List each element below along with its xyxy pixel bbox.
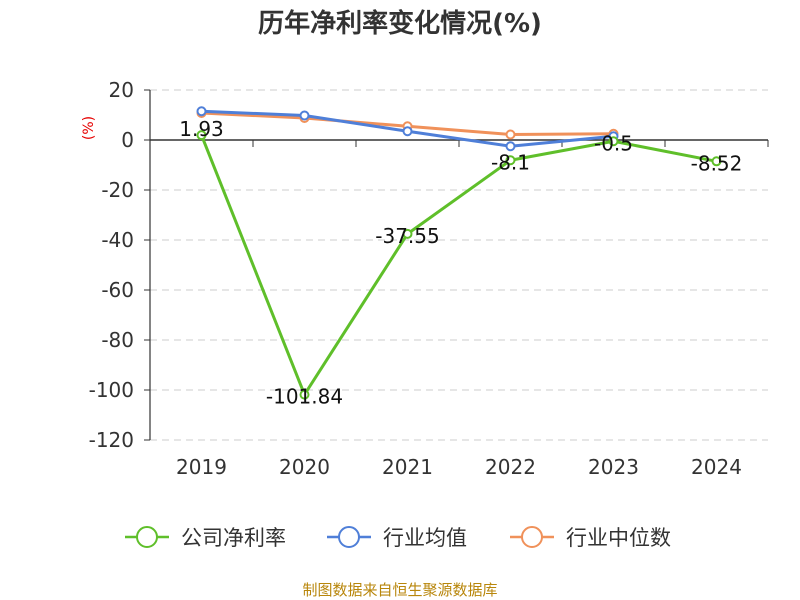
y-tick-label: -100 <box>89 378 134 402</box>
data-label: -37.55 <box>375 224 439 248</box>
legend-marker <box>338 526 360 548</box>
series-line <box>200 133 718 397</box>
x-tick-label: 2019 <box>176 455 227 479</box>
x-tick-label: 2021 <box>382 455 433 479</box>
y-tick-label: -20 <box>101 178 134 202</box>
data-point <box>299 389 310 400</box>
data-label: -8.52 <box>691 151 743 175</box>
data-label: -101.84 <box>266 385 343 409</box>
y-tick-label: -60 <box>101 278 134 302</box>
grid-lines <box>150 89 768 441</box>
legend: 公司净利率 行业均值 行业中位数 <box>125 526 671 550</box>
data-point <box>402 126 413 137</box>
data-point <box>505 129 516 140</box>
y-tick-label: 20 <box>109 78 134 102</box>
legend-marker <box>521 526 543 548</box>
data-point <box>711 156 722 167</box>
data-point <box>505 141 516 152</box>
y-tick-label: 0 <box>121 128 134 152</box>
data-point <box>299 110 310 121</box>
legend-label: 行业均值 <box>383 526 467 550</box>
data-point <box>608 136 619 147</box>
legend-label: 行业中位数 <box>566 526 671 550</box>
legend-label: 公司净利率 <box>181 526 286 550</box>
data-point <box>196 130 207 141</box>
data-point <box>505 155 516 166</box>
data-labels: 1.93 -101.84 -37.55 -8.1 -0.5 -8.52 <box>179 117 742 408</box>
data-point <box>196 106 207 117</box>
x-tick-label: 2023 <box>588 455 639 479</box>
data-label: -0.5 <box>594 131 633 155</box>
data-label: -8.1 <box>491 150 530 174</box>
x-tick-label: 2024 <box>691 455 742 479</box>
y-tick-label: -40 <box>101 228 134 252</box>
y-tick-label: -80 <box>101 328 134 352</box>
chart-title: 历年净利率变化情况(%) <box>258 8 542 39</box>
y-axis-unit: (%) <box>81 116 97 140</box>
data-point <box>402 228 413 239</box>
x-tick-label: 2020 <box>279 455 330 479</box>
source-note: 制图数据来自恒生聚源数据库 <box>302 581 497 599</box>
x-tick-label: 2022 <box>485 455 536 479</box>
series-layer <box>196 106 722 400</box>
legend-marker <box>136 526 158 548</box>
data-label: 1.93 <box>179 117 224 141</box>
axes: 20 0 -20 -40 -60 -80 -100 -120 2019 2020 2021 2022 2… <box>89 78 769 479</box>
y-tick-label: -120 <box>89 428 134 452</box>
